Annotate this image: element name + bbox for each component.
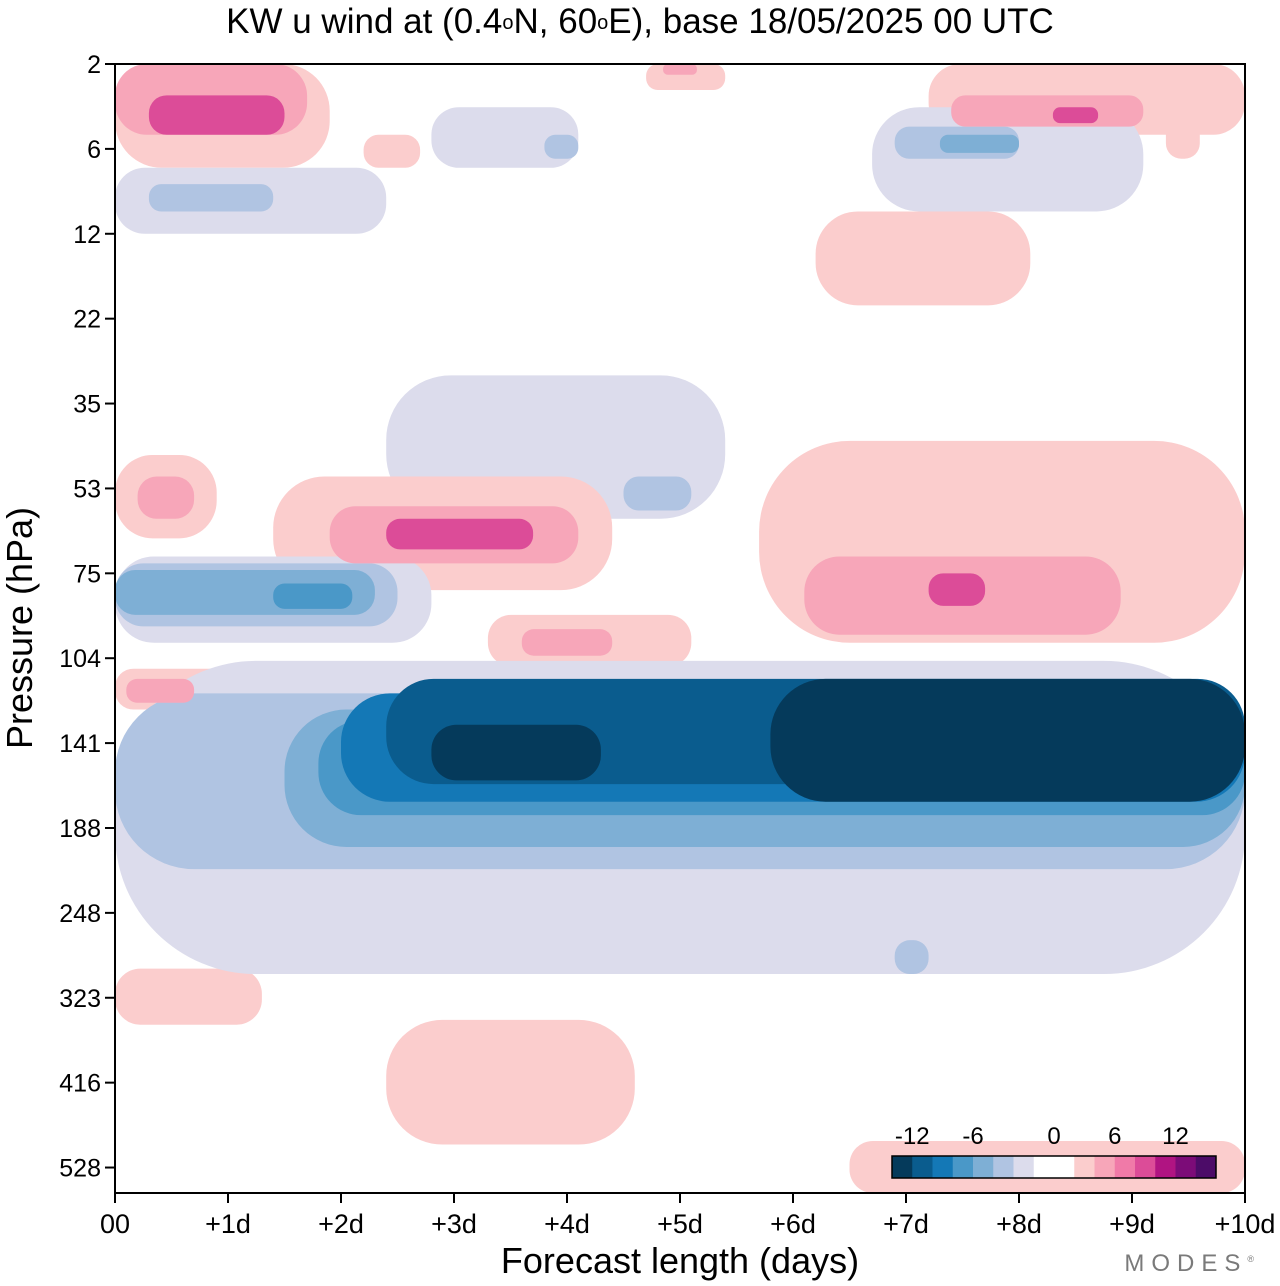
colorbar-tick-label: -12	[895, 1123, 930, 1150]
y-tick-label: 53	[73, 475, 101, 503]
y-tick-label: 2	[87, 51, 101, 79]
contour-region	[386, 1019, 635, 1145]
x-tick-label: +3d	[431, 1209, 477, 1239]
colorbar-swatch	[932, 1156, 954, 1178]
x-tick-label: +7d	[883, 1209, 929, 1239]
modes-logo: MODES®	[1124, 1250, 1254, 1277]
colorbar-tick-label: 0	[1047, 1123, 1060, 1150]
colorbar-swatch	[1054, 1156, 1075, 1178]
x-tick-label: +2d	[318, 1209, 364, 1239]
contour-region	[663, 64, 697, 75]
contour-region	[770, 678, 1245, 802]
contour-region	[273, 583, 353, 609]
colorbar-swatch	[1155, 1156, 1176, 1178]
contour-region	[544, 134, 579, 159]
y-axis-label: Pressure (hPa)	[0, 506, 40, 750]
y-tick-label: 104	[59, 645, 101, 673]
x-tick-label: +9d	[1109, 1209, 1155, 1239]
x-tick-label: +1d	[205, 1209, 251, 1239]
y-tick-label: 6	[87, 136, 101, 164]
contour-region	[521, 629, 613, 656]
y-tick-label: 416	[59, 1070, 101, 1098]
contour-region	[1052, 107, 1099, 124]
colorbar-swatch	[1175, 1156, 1197, 1178]
y-tick-label: 12	[73, 221, 101, 249]
colorbar-swatch	[1033, 1156, 1055, 1178]
contour-region	[431, 724, 601, 781]
contour-region	[815, 211, 1031, 306]
contour-region	[126, 678, 195, 703]
contour-region	[928, 573, 986, 606]
colorbar-swatch	[892, 1156, 913, 1178]
colorbar-tick-label: -6	[962, 1123, 983, 1150]
contour-region	[431, 107, 579, 168]
colorbar: -12 -6 0 6 12	[891, 1123, 1217, 1179]
contour-region	[951, 95, 1144, 127]
colorbar-swatch	[952, 1156, 974, 1178]
y-tick-label: 22	[73, 306, 101, 334]
y-tick-label: 323	[59, 985, 101, 1013]
colorbar-swatch	[1074, 1156, 1095, 1178]
colorbar-swatch	[993, 1156, 1014, 1178]
y-tick-label: 141	[59, 730, 101, 758]
x-axis-label: Forecast length (days)	[500, 1240, 860, 1281]
contour-region	[148, 184, 274, 212]
colorbar-swatch	[1195, 1156, 1217, 1178]
y-tick-label: 528	[59, 1155, 101, 1183]
x-tick-label: +8d	[996, 1209, 1042, 1239]
x-tick-label: 00	[100, 1209, 130, 1239]
chart-title: KW u wind at (0.4oN, 60oE), base 18/05/2…	[226, 2, 1054, 41]
colorbar-swatch	[912, 1156, 933, 1178]
contour-region	[894, 940, 929, 975]
axes: 00 +1d +2d +3d +4d +5d +6d +7d +8d +9d +10d 2 6 12 22 3…	[59, 51, 1275, 1239]
contour-region	[1165, 117, 1200, 159]
colorbar-tick-label: 12	[1162, 1123, 1189, 1150]
x-tick-label: +4d	[544, 1209, 590, 1239]
colorbar-swatch	[1114, 1156, 1136, 1178]
contour-region	[939, 134, 1019, 153]
contour-region	[623, 476, 692, 511]
y-tick-label: 75	[73, 560, 101, 588]
contour-region	[363, 134, 421, 168]
x-tick-label: +10d	[1215, 1209, 1276, 1239]
y-tick-label: 248	[59, 900, 101, 928]
contour-fills	[115, 64, 1245, 1193]
colorbar-swatch	[973, 1156, 994, 1178]
colorbar-swatch	[1135, 1156, 1156, 1178]
x-tick-label: +5d	[657, 1209, 703, 1239]
y-tick-label: 188	[59, 815, 101, 843]
contour-region	[137, 476, 195, 519]
colorbar-tick-label: 6	[1108, 1123, 1121, 1150]
y-tick-label: 35	[73, 391, 101, 419]
x-tick-label: +6d	[770, 1209, 816, 1239]
colorbar-swatch	[1094, 1156, 1116, 1178]
colorbar-frame	[891, 1155, 1217, 1179]
colorbar-swatch	[1013, 1156, 1035, 1178]
contour-region	[115, 968, 262, 1025]
contour-region	[148, 95, 285, 135]
contour-region	[386, 518, 534, 550]
